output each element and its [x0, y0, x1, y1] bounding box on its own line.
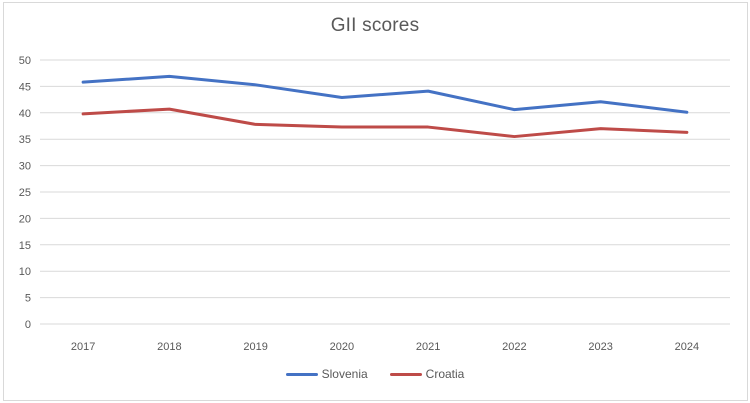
y-tick-label: 35: [19, 134, 31, 146]
legend-line-swatch: [285, 372, 318, 376]
chart-legend: Slovenia Croatia: [0, 367, 750, 381]
x-tick-label: 2020: [330, 341, 354, 353]
x-tick-label: 2022: [502, 341, 526, 353]
y-tick-label: 40: [19, 108, 31, 120]
x-tick-label: 2024: [675, 341, 699, 353]
y-tick-label: 10: [19, 266, 31, 278]
y-tick-label: 5: [25, 293, 31, 305]
x-tick-label: 2018: [157, 341, 181, 353]
y-tick-label: 50: [19, 55, 31, 67]
legend-line-swatch: [389, 372, 422, 376]
x-tick-label: 2019: [243, 341, 267, 353]
legend-label: Croatia: [425, 367, 465, 381]
legend-label: Slovenia: [321, 367, 368, 381]
series-line-croatia: [81, 107, 689, 139]
y-tick-label: 0: [25, 319, 31, 331]
series-line-slovenia: [81, 74, 689, 114]
x-tick-label: 2017: [71, 341, 95, 353]
x-tick-label: 2023: [588, 341, 612, 353]
legend-item-slovenia: Slovenia: [285, 367, 368, 381]
chart-title: GII scores: [330, 15, 420, 36]
x-tick-label: 2021: [416, 341, 440, 353]
y-tick-label: 30: [19, 161, 31, 173]
y-tick-label: 45: [19, 81, 31, 93]
legend-item-croatia: Croatia: [389, 367, 465, 381]
y-tick-label: 20: [19, 213, 31, 225]
y-tick-label: 15: [19, 240, 31, 252]
y-tick-label: 25: [19, 187, 31, 199]
